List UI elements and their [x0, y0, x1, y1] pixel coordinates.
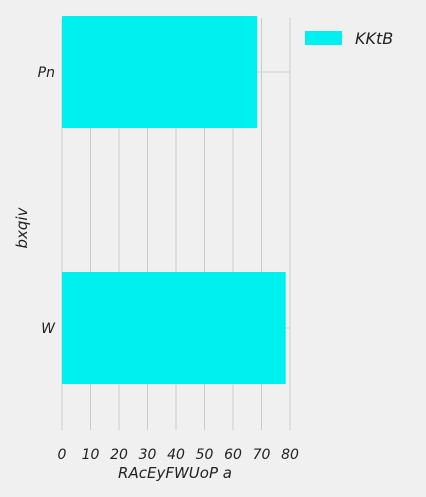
bars [62, 16, 286, 384]
x-tick-label-8: 80 [281, 447, 299, 463]
legend: KKtB [305, 29, 393, 48]
x-tick-label-4: 40 [167, 447, 185, 463]
x-tick-label-2: 20 [110, 447, 128, 463]
legend-swatch [305, 31, 342, 45]
x-tick-label-5: 50 [196, 447, 214, 463]
x-axis-label: RAcEyFWUoP a [118, 464, 232, 482]
y-tick-labels: Pn W [38, 65, 56, 337]
x-tick-labels: 0 10 20 30 40 50 60 70 80 [58, 447, 299, 463]
bar-w [62, 272, 286, 384]
x-tick-label-6: 60 [224, 447, 242, 463]
x-tick-label-3: 30 [139, 447, 157, 463]
y-axis-label: bxqiv [13, 206, 31, 248]
legend-label: KKtB [355, 29, 393, 48]
x-tick-label-0: 0 [58, 447, 67, 463]
y-tick-label-0: Pn [38, 65, 55, 81]
y-tick-label-1: W [41, 321, 56, 337]
bar-pn [62, 16, 258, 128]
x-tick-label-7: 70 [253, 447, 271, 463]
x-tick-label-1: 10 [82, 447, 100, 463]
